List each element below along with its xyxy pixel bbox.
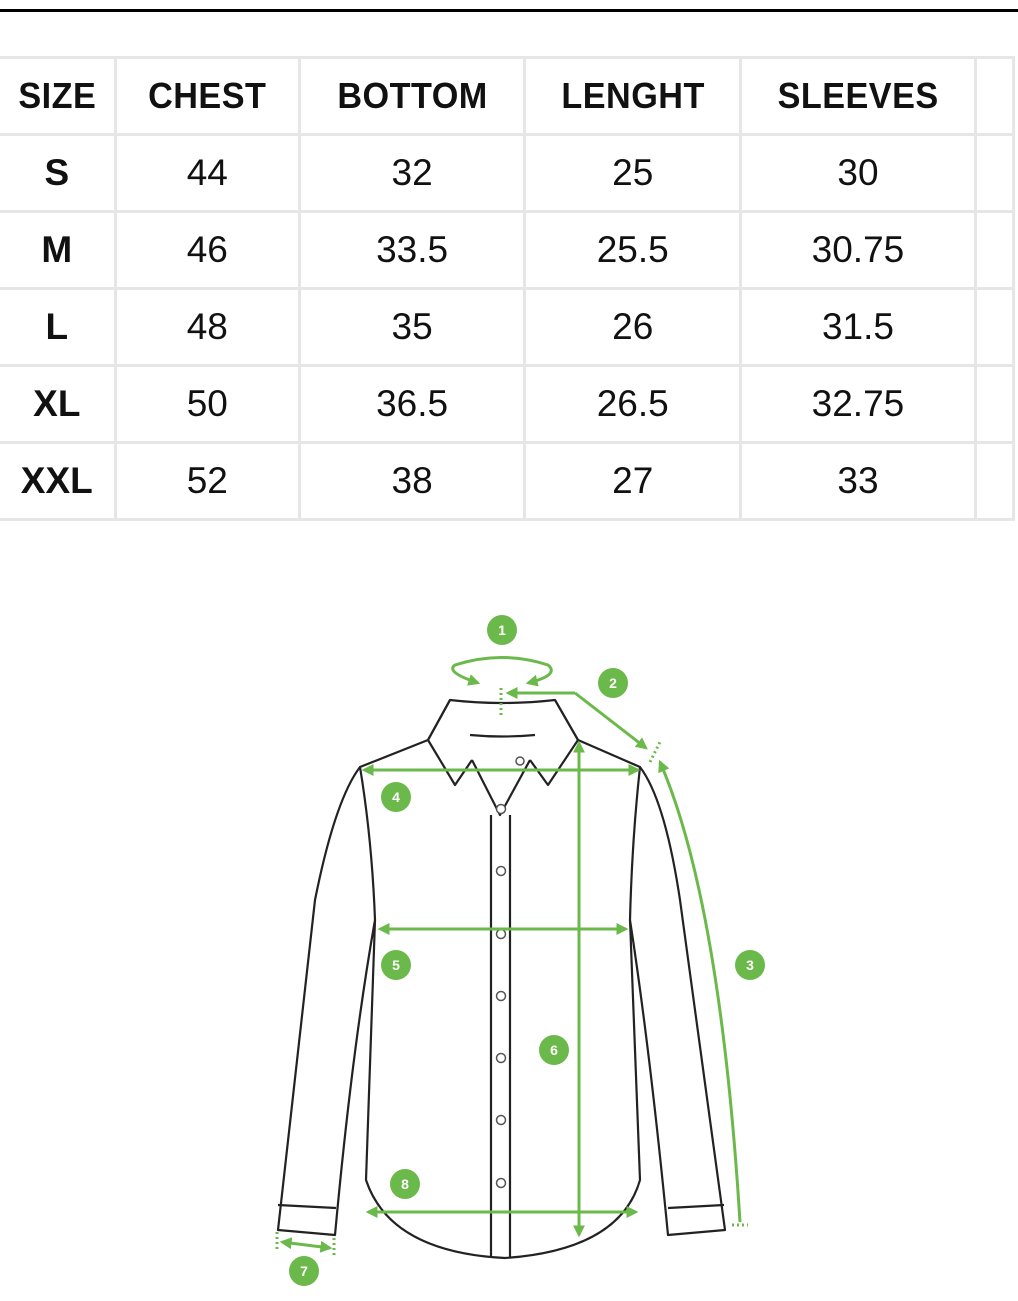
chest-cell: 50 [113,364,302,444]
measurement-markers: 1 2 3 4 5 6 7 8 [289,615,765,1286]
size-chart-table: SIZE CHEST BOTTOM LENGHT SLEEVES S 44 32 25… [0,56,1016,521]
chest-cell: 48 [113,287,302,367]
marker-label: 7 [300,1263,308,1279]
marker-5: 5 [381,950,411,980]
marker-3: 3 [735,950,765,980]
header-bottom: BOTTOM [303,56,521,136]
header-sleeves: SLEEVES [745,56,971,136]
marker-2: 2 [598,668,628,698]
table-row: L 48 35 26 31.5 [0,287,1016,367]
chest-cell: 46 [113,210,302,290]
length-cell: 25 [523,133,743,213]
marker-label: 6 [550,1042,558,1058]
table-row: M 46 33.5 25.5 30.75 [0,210,1016,290]
extra-cell [973,441,1016,521]
sleeves-cell: 30 [739,133,977,213]
measurement-lines [275,656,748,1256]
marker-1: 1 [487,615,517,645]
top-divider [0,9,1018,12]
marker-label: 8 [401,1176,409,1192]
bottom-cell: 35 [298,287,527,367]
marker-7: 7 [289,1256,319,1286]
marker-8: 8 [390,1169,420,1199]
marker-4: 4 [381,782,411,812]
sleeves-cell: 32.75 [739,364,977,444]
header-size: SIZE [0,56,114,136]
table-row: XXL 52 38 27 33 [0,441,1016,521]
extra-cell [973,133,1016,213]
marker-6: 6 [539,1035,569,1065]
header-length: LENGHT [528,56,737,136]
marker-label: 1 [498,622,506,638]
length-cell: 27 [523,441,743,521]
marker-label: 5 [392,957,400,973]
header-extra [974,56,1014,136]
extra-cell [973,364,1016,444]
marker-label: 4 [392,789,400,805]
bottom-cell: 36.5 [298,364,527,444]
size-cell: M [0,210,117,290]
bottom-cell: 32 [298,133,527,213]
shirt-outline [276,698,727,1260]
bottom-cell: 33.5 [298,210,527,290]
header-chest: CHEST [118,56,297,136]
extra-cell [973,210,1016,290]
size-cell: L [0,287,117,367]
size-cell: XL [0,364,117,444]
sleeves-cell: 31.5 [739,287,977,367]
marker-label: 3 [746,957,754,973]
size-cell: S [0,133,117,213]
table-header-row: SIZE CHEST BOTTOM LENGHT SLEEVES [0,56,1014,136]
length-cell: 25.5 [523,210,743,290]
length-cell: 26.5 [523,364,743,444]
bottom-cell: 38 [298,441,527,521]
sleeves-cell: 33 [739,441,977,521]
chest-cell: 44 [113,133,302,213]
table-row: XL 50 36.5 26.5 32.75 [0,364,1016,444]
sleeves-cell: 30.75 [739,210,977,290]
marker-label: 2 [609,675,617,691]
size-cell: XXL [0,441,117,521]
chest-cell: 52 [113,441,302,521]
length-cell: 26 [523,287,743,367]
table-row: S 44 32 25 30 [0,133,1016,213]
extra-cell [973,287,1016,367]
